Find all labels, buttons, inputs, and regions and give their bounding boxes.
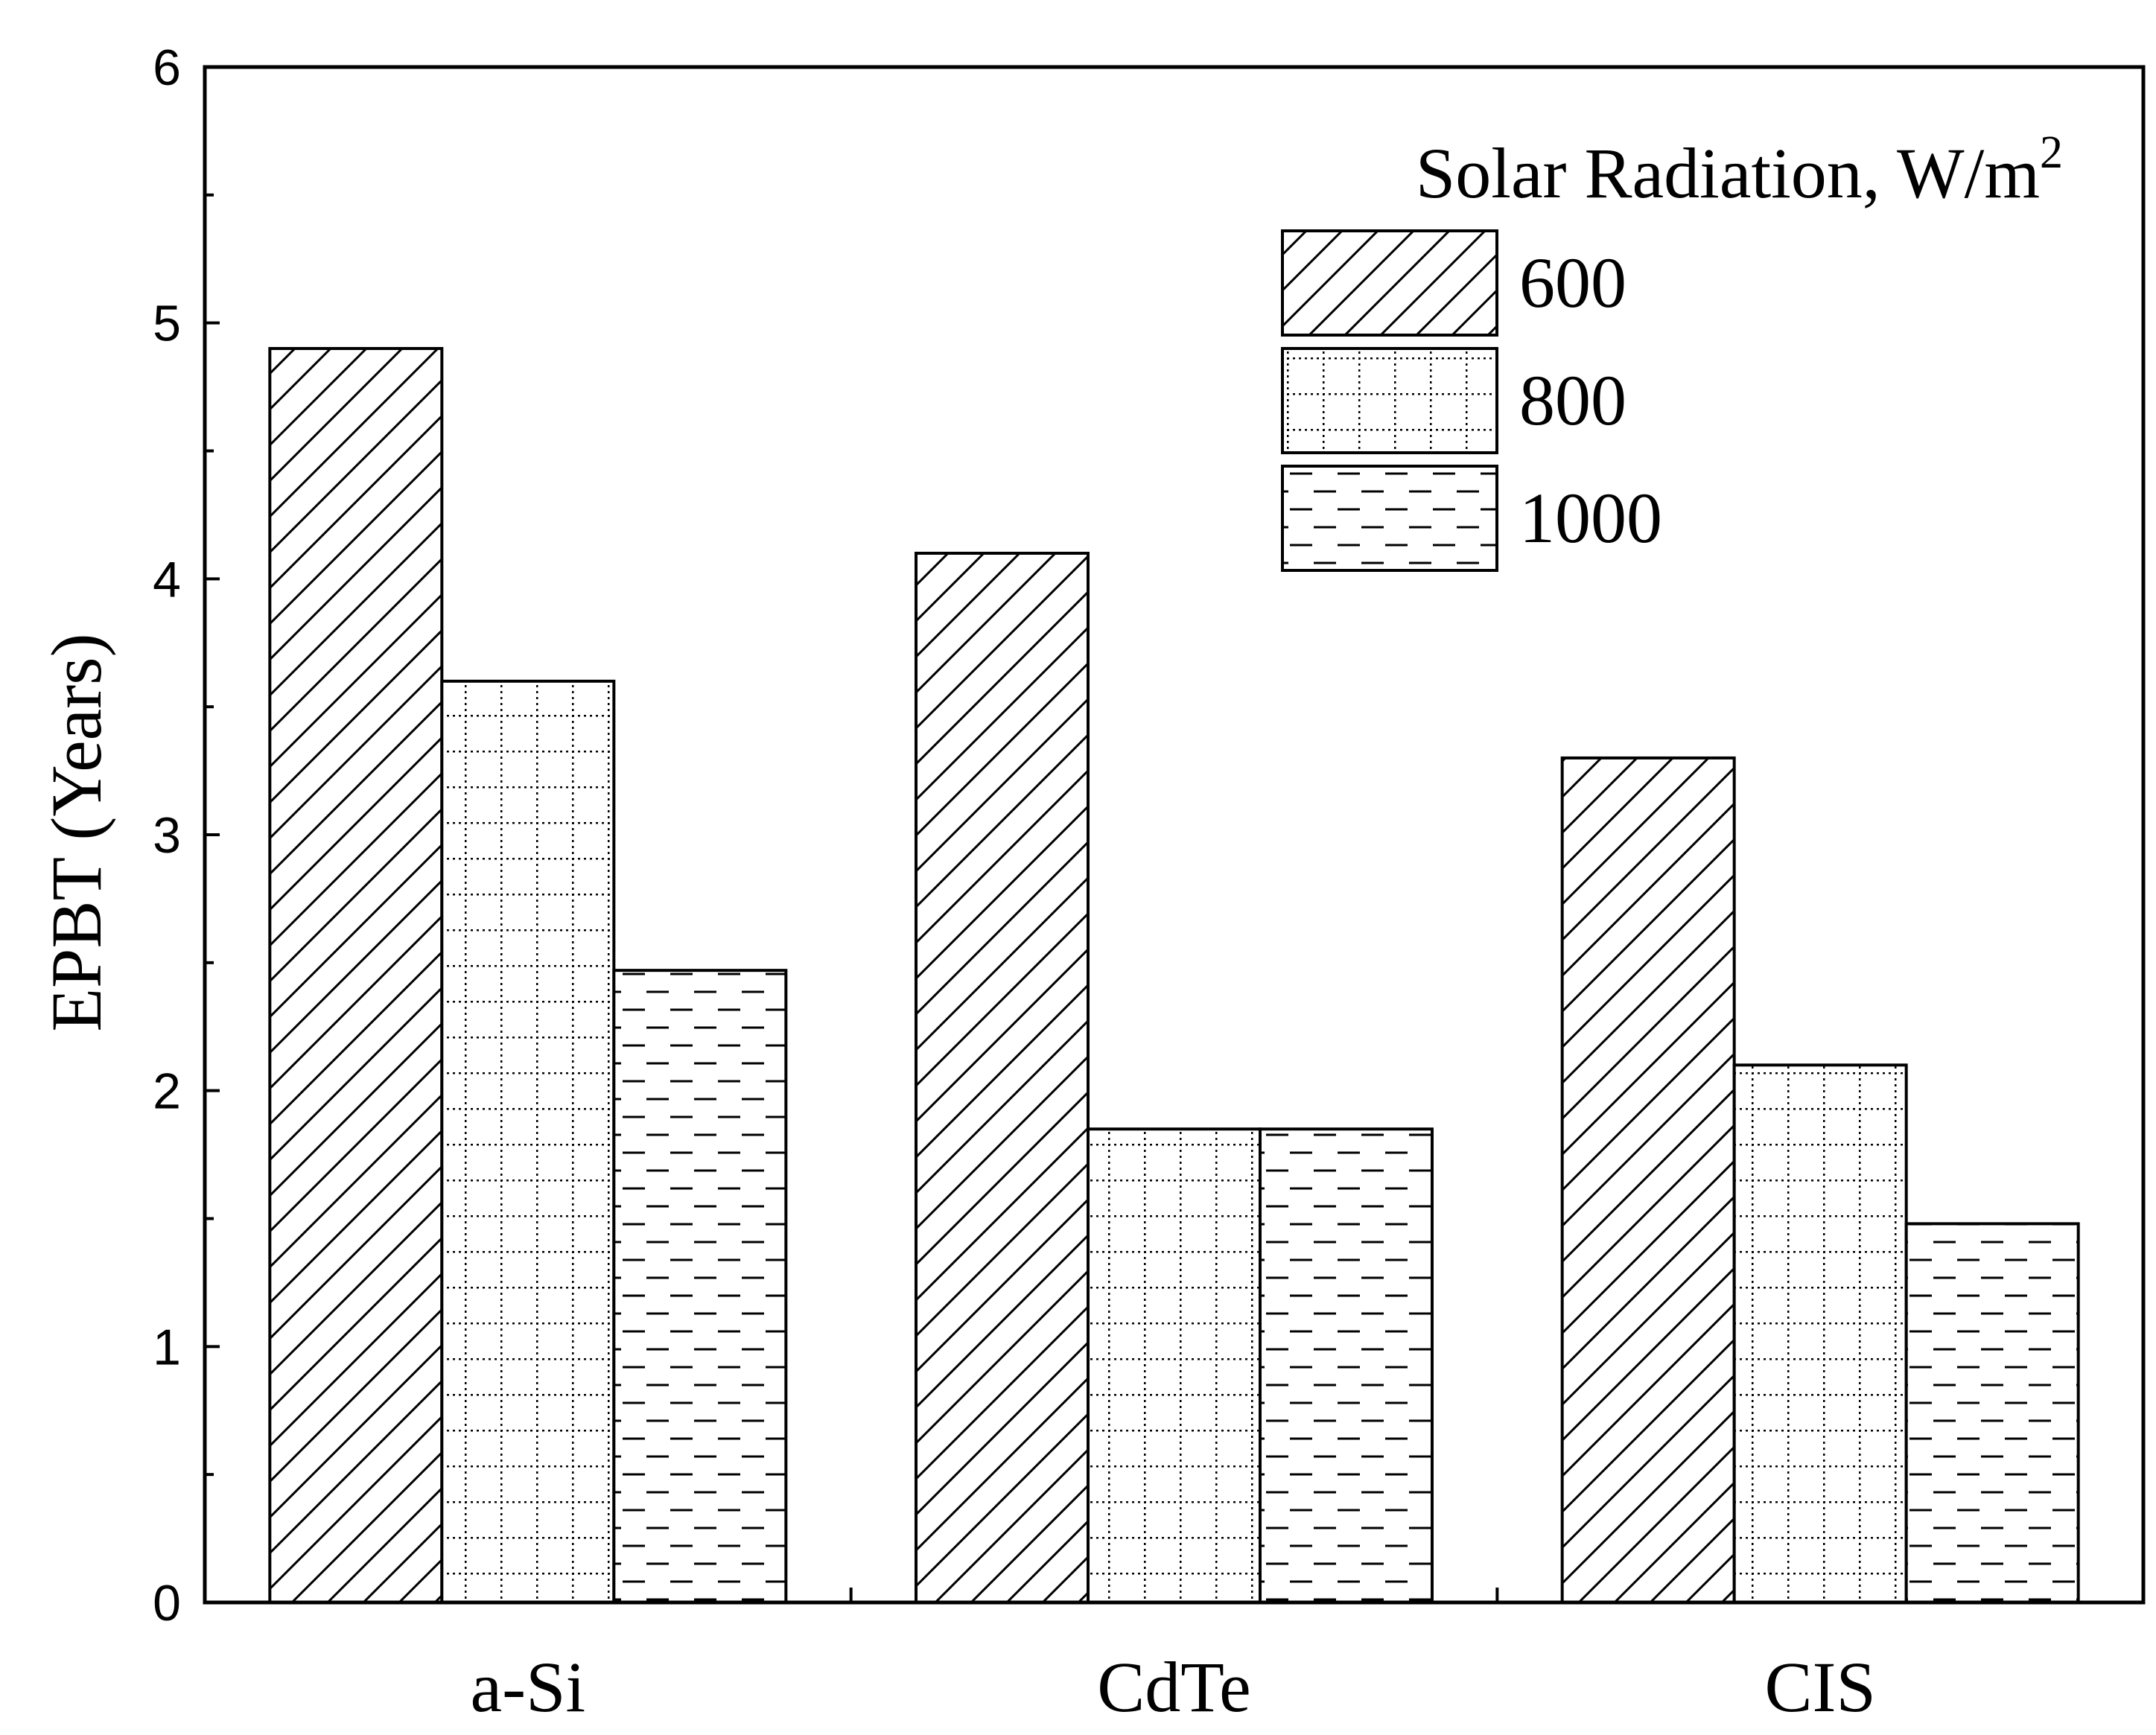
y-tick-label-5: 5 — [153, 296, 181, 352]
y-axis-title: EPBT (Years) — [36, 633, 116, 1031]
tick-labels-group: 0 1 2 3 4 5 6 — [153, 39, 181, 1631]
y-tick-label-2: 2 — [153, 1063, 181, 1120]
legend-title: Solar Radiation, W/m2 — [1416, 127, 2063, 213]
bar-a-si-1000 — [612, 969, 788, 1604]
y-tick-label-3: 3 — [153, 807, 181, 864]
x-tick-label-cis: CIS — [1764, 1647, 1875, 1727]
bar-cdte-600 — [915, 551, 1090, 1604]
y-tick-label-6: 6 — [153, 39, 181, 96]
bar-cis-600 — [1560, 756, 1736, 1604]
y-tick-label-0: 0 — [153, 1575, 181, 1631]
legend-swatch-800 — [1281, 347, 1498, 454]
legend-swatch-1000 — [1281, 465, 1498, 572]
bar-a-si-600 — [268, 347, 444, 1604]
category-labels-group: a-Si CdTe CIS — [471, 1647, 1876, 1727]
bars-group — [268, 347, 2080, 1605]
x-tick-label-a-si: a-Si — [471, 1647, 586, 1727]
legend-label-600: 600 — [1519, 243, 1626, 322]
y-tick-label-1: 1 — [153, 1319, 181, 1375]
bar-cis-1000 — [1904, 1222, 2080, 1604]
bar-cdte-800 — [1087, 1127, 1262, 1604]
ticks-group — [205, 66, 1499, 1604]
bar-cis-800 — [1732, 1063, 1908, 1605]
legend: Solar Radiation, W/m2 600 800 1000 — [1281, 127, 2063, 572]
legend-label-800: 800 — [1519, 360, 1626, 440]
legend-swatch-600 — [1281, 229, 1498, 337]
bar-a-si-800 — [440, 679, 616, 1604]
legend-label-1000: 1000 — [1519, 478, 1662, 558]
y-tick-label-4: 4 — [153, 551, 181, 608]
x-tick-label-cdte: CdTe — [1097, 1647, 1251, 1727]
bar-cdte-1000 — [1259, 1127, 1434, 1604]
